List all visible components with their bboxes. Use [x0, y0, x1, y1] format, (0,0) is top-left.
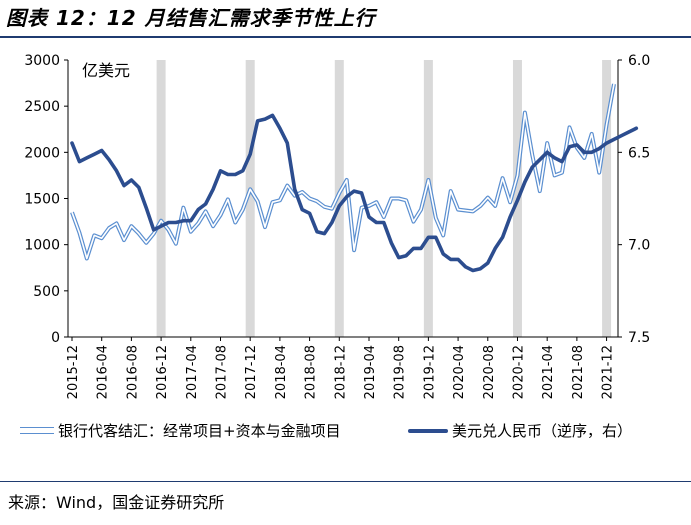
x-tick-label-2019-04: 2019-04 — [363, 345, 378, 399]
highlight-band-12 — [156, 60, 166, 337]
legend-item-usdcny: 美元兑人民币（逆序，右） — [408, 420, 632, 441]
x-tick-label-2016-08: 2016-08 — [125, 345, 140, 399]
x-tick-label-2019-12: 2019-12 — [422, 345, 437, 399]
legend-swatch-thick-line — [408, 428, 448, 433]
left-tick-label-500: 500 — [33, 284, 60, 300]
x-tick-label-2020-04: 2020-04 — [452, 345, 467, 399]
figure-title: 图表 12：12 月结售汇需求季节性上行 — [6, 6, 376, 30]
legend: 银行代客结汇：经常项目+资本与金融项目 美元兑人民币（逆序，右） — [0, 420, 691, 442]
highlight-band-48 — [423, 60, 433, 337]
left-tick-label-2000: 2000 — [24, 145, 60, 161]
left-tick-label-1500: 1500 — [24, 192, 60, 208]
right-tick-label-7.5: 7.5 — [628, 330, 650, 346]
highlight-band-24 — [245, 60, 255, 337]
unit-label: 亿美元 — [82, 61, 130, 80]
x-tick-label-2018-04: 2018-04 — [274, 345, 289, 399]
x-tick-label-2019-08: 2019-08 — [393, 345, 408, 399]
x-tick-label-2020-12: 2020-12 — [511, 345, 526, 399]
left-tick-label-0: 0 — [51, 330, 60, 346]
axes — [64, 59, 622, 341]
title-divider — [0, 36, 691, 38]
x-tick-label-2017-08: 2017-08 — [214, 345, 229, 399]
x-tick-label-2017-12: 2017-12 — [244, 345, 259, 399]
x-tick-label-2015-12: 2015-12 — [66, 345, 81, 399]
left-tick-label-1000: 1000 — [24, 238, 60, 254]
right-tick-label-6.5: 6.5 — [628, 145, 650, 161]
x-tick-label-2021-04: 2021-04 — [541, 345, 556, 399]
x-tick-label-2020-08: 2020-08 — [482, 345, 497, 399]
x-tick-label-2017-04: 2017-04 — [185, 345, 200, 399]
legend-swatch-double-line — [20, 427, 54, 434]
highlight-band-36 — [334, 60, 344, 337]
legend-label-fx-settlement: 银行代客结汇：经常项目+资本与金融项目 — [58, 422, 341, 440]
series-fx-settlement-inner — [71, 83, 615, 260]
year-end-highlight-bands — [156, 60, 612, 337]
source-divider — [0, 481, 691, 482]
x-tick-label-2016-12: 2016-12 — [155, 345, 170, 399]
data-series — [70, 83, 639, 273]
legend-item-fx-settlement: 银行代客结汇：经常项目+资本与金融项目 — [20, 420, 341, 441]
legend-label-usdcny: 美元兑人民币（逆序，右） — [452, 422, 633, 440]
x-tick-label-2018-12: 2018-12 — [333, 345, 348, 399]
right-tick-label-7.0: 7.0 — [628, 238, 650, 254]
x-tick-label-2016-04: 2016-04 — [96, 345, 111, 399]
left-tick-label-2500: 2500 — [24, 99, 60, 115]
right-tick-label-6.0: 6.0 — [628, 53, 650, 69]
x-tick-label-2021-08: 2021-08 — [571, 345, 586, 399]
x-tick-label-2018-08: 2018-08 — [304, 345, 319, 399]
axis-tick-labels: 0 500 1000 1500 2000 2500 3000 6.0 6.5 7.0 7.5 亿美元 2… — [24, 53, 650, 399]
series-usdcny-line — [70, 113, 639, 273]
highlight-band-72 — [602, 60, 612, 337]
left-tick-label-3000: 3000 — [24, 53, 60, 69]
x-tick-label-2021-12: 2021-12 — [601, 345, 616, 399]
source-note: 来源：Wind，国金证券研究所 — [8, 493, 225, 512]
